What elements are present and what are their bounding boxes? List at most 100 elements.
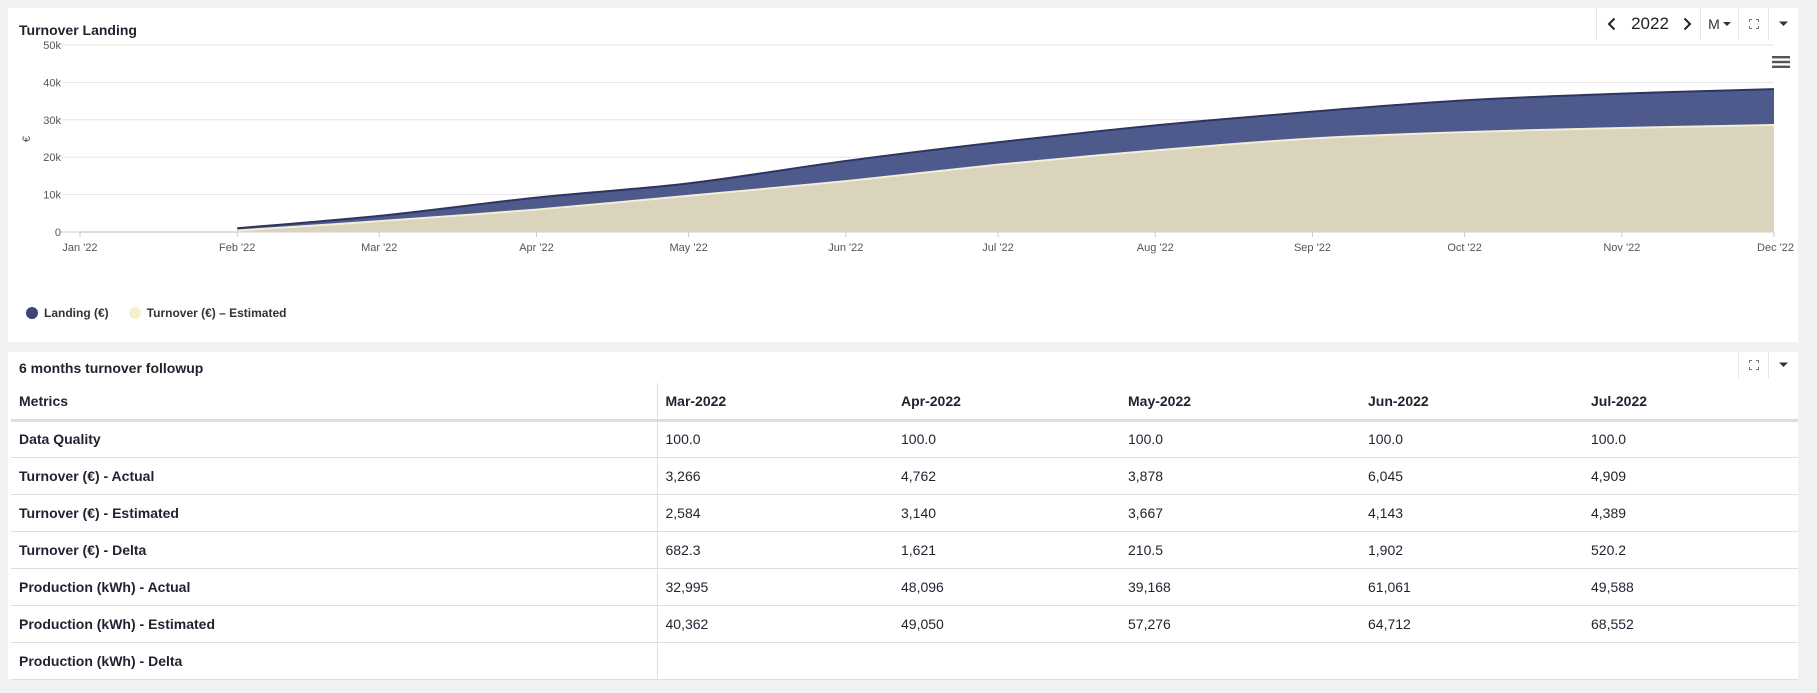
column-header[interactable]: Jul-2022 — [1583, 383, 1798, 422]
x-tick-label: Jun '22 — [828, 242, 863, 254]
panel-controls: 2022 M — [1596, 8, 1798, 40]
metric-cell: Production (kWh) - Actual — [11, 568, 658, 606]
fullscreen-button[interactable] — [1738, 8, 1768, 40]
value-cell: 4,762 — [893, 457, 1120, 495]
turnover-followup-panel: 6 months turnover followup Metrics Mar-2… — [8, 352, 1798, 680]
legend-item-landing[interactable]: Landing (€) — [26, 306, 109, 320]
value-cell: 210.5 — [1120, 531, 1360, 569]
metric-cell: Production (kWh) - Delta — [11, 642, 658, 680]
chart-export-menu-button[interactable] — [1772, 55, 1790, 74]
turnover-landing-panel: 0 10k 20k 30k 40k 50k € Jan '22 Feb '22 Mar '22 Ap… — [8, 8, 1798, 342]
value-cell — [893, 642, 1120, 680]
expand-icon — [1748, 19, 1759, 29]
column-header[interactable]: May-2022 — [1120, 383, 1360, 422]
y-axis-label: € — [21, 136, 33, 142]
granularity-dropdown[interactable]: M — [1700, 8, 1738, 40]
followup-table: Metrics Mar-2022 Apr-2022 May-2022 Jun-2… — [11, 383, 1798, 680]
value-cell: 40,362 — [657, 605, 893, 643]
table-row: Production (kWh) - Estimated 40,362 49,0… — [11, 605, 1798, 643]
fullscreen-button[interactable] — [1738, 352, 1768, 378]
metric-cell: Data Quality — [11, 420, 658, 458]
y-tick-label: 30k — [43, 115, 61, 127]
legend-dot-landing — [26, 307, 38, 319]
chart-legend: Landing (€) Turnover (€) – Estimated — [26, 306, 306, 320]
panel-title: 6 months turnover followup — [19, 360, 204, 376]
hamburger-menu-icon — [1772, 56, 1790, 68]
panel-menu-button[interactable] — [1768, 352, 1798, 378]
value-cell: 3,266 — [657, 457, 893, 495]
turnover-area-chart: 0 10k 20k 30k 40k 50k € Jan '22 Feb '22 Mar '22 Ap… — [21, 40, 1794, 254]
x-tick-label: Feb '22 — [219, 242, 255, 254]
value-cell — [657, 642, 893, 680]
value-cell: 49,050 — [893, 605, 1120, 643]
y-tick-label: 20k — [43, 152, 61, 164]
y-tick-label: 50k — [43, 40, 61, 52]
x-tick-label: Oct '22 — [1447, 242, 1482, 254]
x-tick-label: Mar '22 — [361, 242, 397, 254]
legend-item-estimated[interactable]: Turnover (€) – Estimated — [128, 306, 286, 320]
chevron-left-icon — [1607, 17, 1615, 31]
y-tick-label: 10k — [43, 190, 61, 202]
x-tick-label: Sep '22 — [1294, 242, 1331, 254]
x-tick-label: Aug '22 — [1137, 242, 1174, 254]
value-cell: 3,878 — [1120, 457, 1360, 495]
value-cell: 48,096 — [893, 568, 1120, 606]
x-tick-label: Nov '22 — [1603, 242, 1640, 254]
legend-dot-estimated — [128, 307, 141, 319]
table-row: Turnover (€) - Estimated 2,584 3,140 3,6… — [11, 494, 1798, 532]
x-tick-label: Jan '22 — [62, 242, 97, 254]
table-header-row: Metrics Mar-2022 Apr-2022 May-2022 Jun-2… — [11, 383, 1798, 422]
value-cell: 100.0 — [1120, 420, 1360, 458]
value-cell: 49,588 — [1583, 568, 1798, 606]
column-header[interactable]: Jun-2022 — [1360, 383, 1583, 422]
legend-label-landing: Landing (€) — [44, 306, 109, 320]
value-cell: 682.3 — [657, 531, 893, 569]
value-cell: 32,995 — [657, 568, 893, 606]
value-cell: 4,389 — [1583, 494, 1798, 532]
column-header[interactable]: Mar-2022 — [657, 383, 893, 422]
value-cell — [1360, 642, 1583, 680]
year-label: 2022 — [1631, 14, 1669, 33]
previous-year-button[interactable] — [1596, 8, 1626, 40]
granularity-value: M — [1708, 16, 1720, 32]
value-cell: 100.0 — [1360, 420, 1583, 458]
metric-cell: Production (kWh) - Estimated — [11, 605, 658, 643]
column-header[interactable]: Apr-2022 — [893, 383, 1120, 422]
table-row: Turnover (€) - Delta 682.3 1,621 210.5 1… — [11, 531, 1798, 569]
metric-cell: Turnover (€) - Actual — [11, 457, 658, 495]
panel-menu-button[interactable] — [1768, 8, 1798, 40]
value-cell: 2,584 — [657, 494, 893, 532]
caret-down-icon — [1779, 21, 1788, 26]
value-cell: 100.0 — [657, 420, 893, 458]
value-cell: 3,140 — [893, 494, 1120, 532]
metric-cell: Turnover (€) - Estimated — [11, 494, 658, 532]
value-cell: 100.0 — [893, 420, 1120, 458]
value-cell: 3,667 — [1120, 494, 1360, 532]
caret-down-icon — [1779, 362, 1788, 367]
table-row: Production (kWh) - Delta — [11, 642, 1798, 680]
metric-cell: Turnover (€) - Delta — [11, 531, 658, 569]
value-cell — [1583, 642, 1798, 680]
value-cell: 520.2 — [1583, 531, 1798, 569]
value-cell: 61,061 — [1360, 568, 1583, 606]
x-tick-label: Jul '22 — [982, 242, 1013, 254]
value-cell: 1,902 — [1360, 531, 1583, 569]
value-cell: 4,909 — [1583, 457, 1798, 495]
value-cell — [1120, 642, 1360, 680]
chevron-right-icon — [1683, 17, 1692, 31]
value-cell: 64,712 — [1360, 605, 1583, 643]
estimated-area — [237, 125, 1774, 232]
value-cell: 4,143 — [1360, 494, 1583, 532]
panel-controls — [1738, 352, 1798, 384]
table-row: Production (kWh) - Actual 32,995 48,096 … — [11, 568, 1798, 606]
column-header[interactable]: Metrics — [11, 383, 658, 422]
expand-icon — [1748, 360, 1759, 370]
value-cell: 68,552 — [1583, 605, 1798, 643]
next-year-button[interactable] — [1674, 8, 1700, 40]
y-tick-label: 0 — [55, 227, 61, 239]
panel-title: Turnover Landing — [19, 22, 137, 38]
value-cell: 100.0 — [1583, 420, 1798, 458]
table-row: Turnover (€) - Actual 3,266 4,762 3,878 … — [11, 457, 1798, 495]
caret-down-icon — [1722, 22, 1731, 26]
x-tick-label: Dec '22 — [1757, 242, 1794, 254]
